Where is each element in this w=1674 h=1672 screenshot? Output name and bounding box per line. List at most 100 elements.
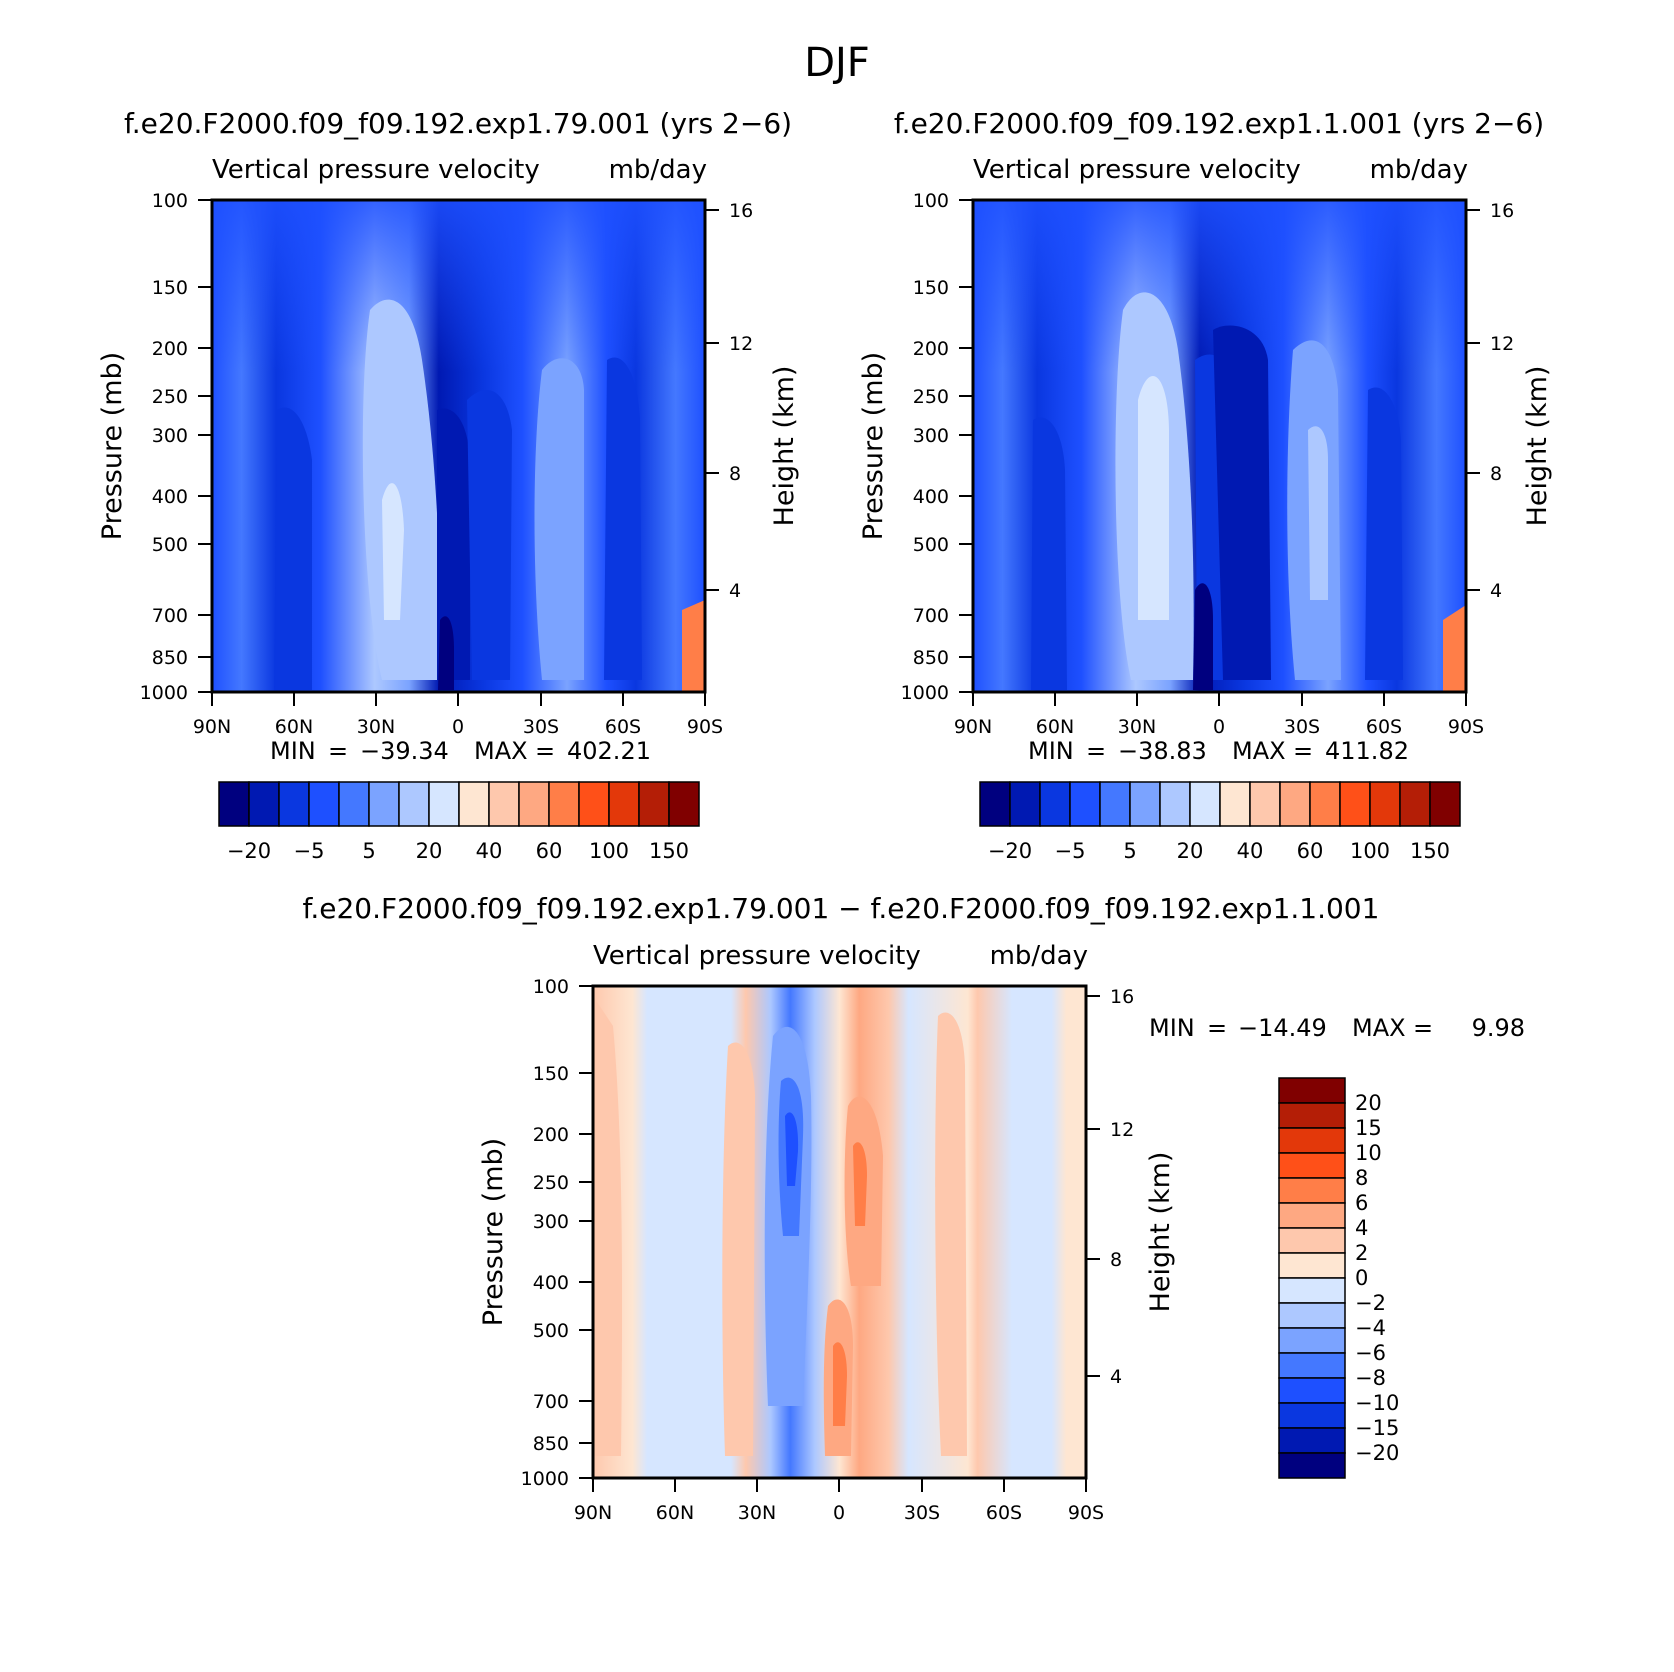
colorbar-swatch (1129, 781, 1161, 827)
colorbar-label: 60 (1297, 839, 1324, 863)
colorbar-swatch (1429, 781, 1461, 827)
colorbar-label: 10 (1355, 1141, 1382, 1165)
colorbar-swatch (458, 781, 490, 827)
stats-line: MIN = −14.49 MAX = 9.98 (1149, 1014, 1525, 1042)
y-right-tick-label: 8 (729, 463, 741, 485)
x-tick-label: 30S (904, 1502, 940, 1524)
positive-band-40n (722, 1042, 755, 1456)
y-tick-label: 700 (152, 605, 188, 627)
x-tick-label: 90N (954, 716, 992, 738)
y-tick-label: 850 (152, 647, 188, 669)
colorbar-label: −8 (1355, 1366, 1386, 1390)
colorbar-label: −20 (1355, 1441, 1399, 1465)
y-tick-label: 100 (533, 976, 569, 998)
colorbar-swatch (1278, 1277, 1346, 1304)
colorbar-label: −5 (1055, 839, 1086, 863)
colorbar-label: 0 (1355, 1266, 1368, 1290)
x-tick-label: 30N (357, 716, 395, 738)
ascent-band-60n (1031, 417, 1067, 690)
colorbar-swatch (398, 781, 430, 827)
positive-core-eq-lower-inner (833, 1342, 847, 1426)
max-eq: = (1293, 737, 1313, 765)
y-tick-label: 700 (913, 605, 949, 627)
ascent-band-60n (274, 407, 312, 690)
panel-top-right: f.e20.F2000.f09_f09.192.exp1.1.001 (yrs … (858, 107, 1553, 863)
y-axis-title: Pressure (mb) (478, 1138, 509, 1326)
min-value: −38.83 (1118, 737, 1207, 765)
case-title: f.e20.F2000.f09_f09.192.exp1.1.001 (yrs … (894, 107, 1544, 140)
y-tick-label: 200 (533, 1124, 569, 1146)
x-tick-label: 30N (1118, 716, 1156, 738)
colorbar: −20 −5 5 20 40 60 100 150 (979, 781, 1461, 863)
variable-title: Vertical pressure velocity (973, 155, 1301, 185)
stats-line: MIN = −38.83 MAX = 411.82 (1028, 737, 1409, 765)
y-tick-label: 400 (533, 1272, 569, 1294)
colorbar-swatch (368, 781, 400, 827)
min-label: MIN (1028, 737, 1074, 765)
y-right-tick-label: 12 (1110, 1119, 1134, 1141)
colorbar-label: 100 (589, 839, 629, 863)
x-axis: 90N 60N 30N 0 30S 60S 90S (954, 692, 1484, 738)
colorbar-label: −6 (1355, 1341, 1386, 1365)
y-tick-label: 500 (152, 534, 188, 556)
x-tick-label: 90N (574, 1502, 612, 1524)
colorbar-label: −15 (1355, 1416, 1399, 1440)
colorbar-label: −10 (1355, 1391, 1399, 1415)
positive-core-eq-upper-inner (853, 1142, 867, 1226)
y-right-axis-title: Height (km) (1145, 1152, 1176, 1313)
y-axis-pressure: 100 150 200 250 300 400 500 700 850 1000… (858, 190, 973, 704)
colorbar-label: 8 (1355, 1166, 1368, 1190)
colorbar-swatch (548, 781, 580, 827)
figure-title: DJF (804, 40, 870, 86)
y-axis-pressure: 100 150 200 250 300 400 500 700 850 1000… (478, 976, 593, 1490)
colorbar-label: 40 (476, 839, 503, 863)
x-tick-label: 0 (1213, 716, 1225, 738)
colorbar-label: 20 (1177, 839, 1204, 863)
max-value: 411.82 (1325, 737, 1409, 765)
ascent-band-itcz-inner (1213, 325, 1271, 680)
colorbar-swatch (1309, 781, 1341, 827)
colorbar-label: 100 (1350, 839, 1390, 863)
y-right-axis-title: Height (km) (1522, 366, 1553, 527)
colorbar-swatch (278, 781, 310, 827)
ascent-band-60s (604, 357, 642, 680)
y-tick-label: 300 (152, 425, 188, 447)
colorbar-swatch (428, 781, 460, 827)
colorbar-swatch (668, 781, 700, 827)
colorbar-label: 20 (416, 839, 443, 863)
colorbar-swatch (338, 781, 370, 827)
colorbar-swatch (1278, 1177, 1346, 1204)
x-tick-label: 30S (523, 716, 559, 738)
plot-field (210, 198, 707, 694)
x-axis: 90N 60N 30N 0 30S 60S 90S (193, 692, 723, 738)
y-tick-label: 500 (913, 534, 949, 556)
y-tick-label: 200 (152, 338, 188, 360)
stats-line: MIN = −39.34 MAX = 402.21 (270, 737, 651, 765)
colorbar-swatch (979, 781, 1011, 827)
y-tick-label: 200 (913, 338, 949, 360)
colorbar-swatch (1009, 781, 1041, 827)
colorbar-swatch (1189, 781, 1221, 827)
colorbar-label: 20 (1355, 1091, 1382, 1115)
colorbar-swatch (1069, 781, 1101, 827)
colorbar-label: 150 (1410, 839, 1450, 863)
colorbar-swatch (1278, 1227, 1346, 1254)
plot-field (971, 198, 1468, 694)
colorbar-swatch (578, 781, 610, 827)
colorbar-label: 40 (1237, 839, 1264, 863)
y-right-tick-label: 16 (729, 200, 753, 222)
y-tick-label: 400 (913, 486, 949, 508)
colorbar-swatch (218, 781, 250, 827)
colorbar-swatch (1279, 781, 1311, 827)
y-tick-label: 100 (913, 190, 949, 212)
subsidence-core-sh (534, 358, 584, 680)
case-title: f.e20.F2000.f09_f09.192.exp1.79.001 (yrs… (124, 107, 792, 140)
polar-south-anomaly (682, 600, 705, 692)
y-right-tick-label: 8 (1490, 463, 1502, 485)
y-tick-label: 250 (533, 1172, 569, 1194)
max-eq: = (1413, 1014, 1433, 1042)
ascent-band-60s (1365, 387, 1403, 680)
colorbar-label: −2 (1355, 1291, 1386, 1315)
colorbar-swatch (1278, 1402, 1346, 1429)
